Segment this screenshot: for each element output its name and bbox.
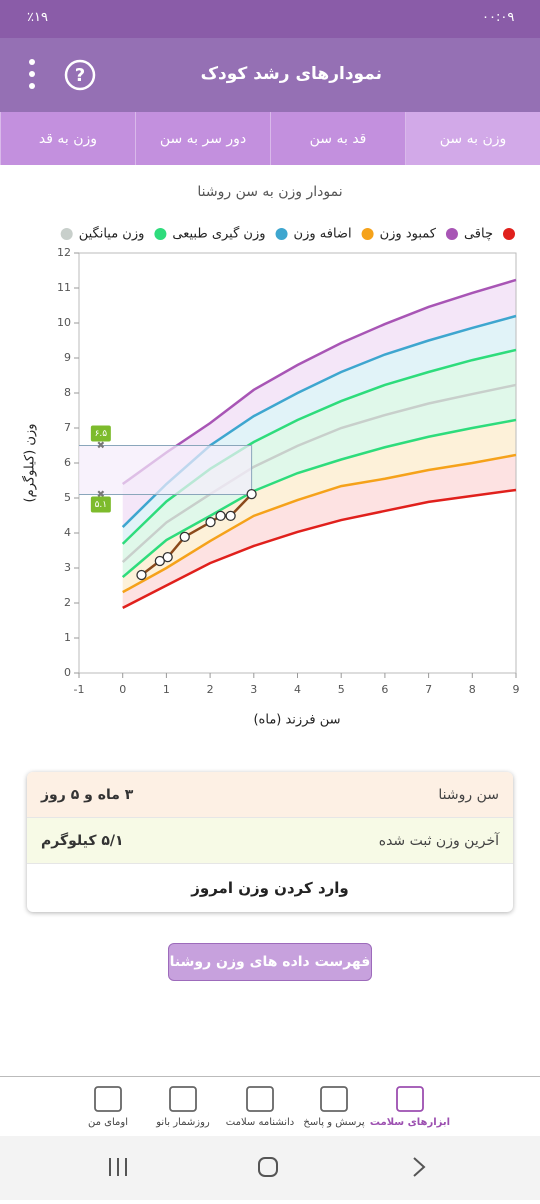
help-icon[interactable]	[64, 59, 96, 91]
x-tick-label: 3	[250, 683, 257, 696]
system-nav	[0, 1136, 540, 1200]
app-bar: ? نمودارهای رشد کودک	[0, 38, 540, 112]
range-cross: ✖	[97, 441, 105, 452]
y-tick-label: 9	[64, 351, 71, 364]
y-axis-label: وزن (کیلوگرم)	[22, 424, 38, 503]
x-tick-label: 0	[119, 683, 126, 696]
child-point	[136, 569, 147, 581]
legend-label: چاقی	[464, 227, 493, 242]
reference-curve	[121, 278, 517, 486]
nav-item[interactable]: ابزارهای سلامت	[369, 1117, 451, 1128]
y-tick-label: 2	[64, 596, 71, 609]
x-tick-label: 2	[207, 683, 214, 696]
x-tick-label: 1	[163, 683, 170, 696]
x-tick-label: 6	[381, 683, 388, 696]
info-row: سن روشنا ۳ ماه و ۵ روز	[27, 772, 513, 818]
status-bar: ٪۱۹ ۰۰:۰۹	[0, 0, 540, 38]
x-tick-label: 5	[338, 683, 345, 696]
range-cross: ✖	[97, 490, 105, 501]
legend-label: وزن گیری طبیعی	[172, 226, 265, 242]
tab[interactable]: وزن به سن	[405, 112, 540, 165]
x-tick-label: 7	[425, 683, 432, 696]
nav-icon	[246, 1086, 274, 1112]
legend-swatch	[275, 228, 288, 240]
child-point	[225, 510, 236, 522]
range-label: ۵.۱	[95, 500, 108, 510]
nav-item[interactable]: روزشمار بانو	[156, 1117, 210, 1128]
legend-swatch	[60, 228, 73, 240]
x-tick-label: -1	[74, 683, 85, 696]
system-buttons	[109, 1157, 426, 1177]
range-band	[79, 445, 252, 495]
legend-label: کمبود وزن	[380, 227, 437, 242]
legend-swatch	[445, 228, 458, 240]
nav-icon	[169, 1086, 197, 1112]
y-tick-label: 5	[64, 491, 71, 504]
x-tick-label: 4	[294, 683, 301, 696]
y-tick-label: 0	[64, 666, 71, 679]
info-label: آخرین وزن ثبت شده	[378, 832, 499, 849]
child-point	[215, 510, 226, 522]
info-row: آخرین وزن ثبت شده ۵/۱ کیلوگرم	[27, 818, 513, 864]
child-point	[162, 551, 173, 563]
nav-icon	[94, 1086, 122, 1112]
range-badge	[90, 496, 111, 513]
reference-curve	[122, 488, 517, 610]
band-fill	[122, 316, 516, 544]
add-weight-button[interactable]: وارد کردن وزن امروز	[191, 879, 349, 897]
info-card: سن روشنا ۳ ماه و ۵ روز آخرین وزن ثبت شده ۵/…	[27, 772, 513, 912]
y-tick-label: 7	[64, 421, 71, 434]
y-tick-label: 11	[57, 281, 71, 294]
child-point	[246, 488, 257, 500]
info-value: ۳ ماه و ۵ روز	[41, 786, 134, 803]
y-tick-label: 1	[64, 631, 71, 644]
info-label: سن روشنا	[438, 786, 499, 803]
nav-item[interactable]: دانشنامه سلامت	[225, 1117, 295, 1128]
chart: نمودار وزن به سن روشنا چاقی کمبود وزن اضافه…	[22, 184, 520, 728]
y-tick-label: 12	[57, 246, 71, 259]
band-fill	[122, 279, 516, 528]
clock: ۰۰:۰۹	[482, 10, 515, 25]
header-icons: ?	[29, 59, 96, 91]
tab[interactable]: دور سر به سن	[135, 112, 270, 165]
x-axis-label: سن فرزند (ماه)	[253, 713, 340, 728]
bottom-nav: ابزارهای سلامت پرسش و پاسخ دانشنامه سلامت ر…	[0, 1076, 540, 1137]
x-tick-label: 8	[469, 683, 476, 696]
legend-swatch	[361, 228, 374, 240]
chart-title: نمودار وزن به سن روشنا	[197, 184, 342, 200]
range-badge	[90, 425, 111, 442]
app-title: نمودارهای رشد کودک	[200, 64, 382, 84]
band-fill	[122, 419, 516, 593]
y-tick-label: 6	[64, 456, 71, 469]
band-fill	[122, 454, 516, 608]
child-point	[205, 516, 216, 528]
list-button[interactable]: فهرست داده های وزن روشنا	[168, 943, 372, 981]
legend-swatch	[154, 228, 167, 240]
range-label: ۶.۵	[95, 429, 108, 439]
y-tick-label: 10	[57, 316, 71, 329]
y-tick-label: 8	[64, 386, 71, 399]
reference-curve	[121, 418, 517, 579]
svg-text:?: ?	[75, 65, 85, 86]
nav-icon	[320, 1086, 348, 1112]
legend-label: وزن میانگین	[79, 226, 145, 242]
legend-swatch	[503, 228, 515, 240]
x-tick-label: 9	[513, 683, 520, 696]
reference-curve	[122, 453, 517, 594]
tab[interactable]: قد به سن	[270, 112, 405, 165]
info-value: ۵/۱ کیلوگرم	[41, 832, 124, 849]
y-tick-label: 4	[64, 526, 71, 539]
child-point	[179, 531, 190, 543]
y-tick-label: 3	[64, 561, 71, 574]
nav-icon	[396, 1086, 424, 1112]
nav-item[interactable]: اومای من	[88, 1117, 128, 1128]
tabs: وزن به سن قد به سن دور سر به سن وزن به قد	[0, 112, 540, 165]
battery: ٪۱۹	[27, 10, 48, 25]
nav-item[interactable]: پرسش و پاسخ	[303, 1117, 365, 1128]
reference-curve	[121, 383, 517, 563]
tab[interactable]: وزن به قد	[0, 112, 135, 165]
legend-label: اضافه وزن	[294, 227, 352, 242]
